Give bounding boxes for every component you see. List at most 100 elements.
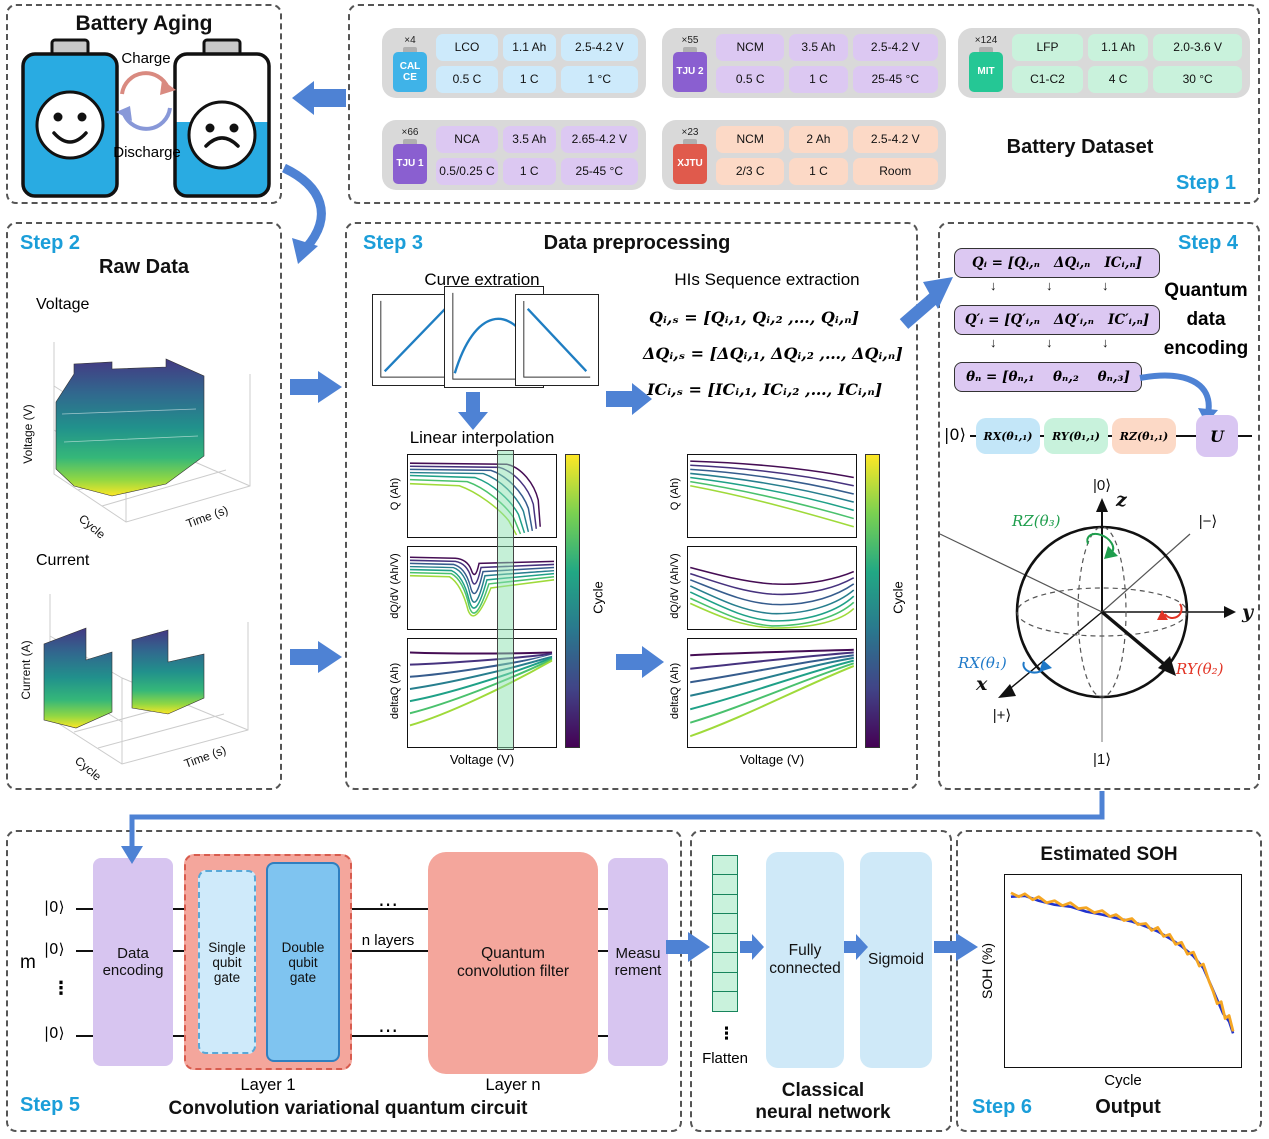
battery-aging-title: Battery Aging [75, 12, 213, 35]
spec-cell: 1 C [789, 157, 848, 185]
spec-cell: 4 C [1087, 65, 1149, 93]
arrow-aging-to-step2 [281, 163, 326, 251]
step4-label: Step 4 [1178, 232, 1239, 254]
f일connected-box: Fully connected [766, 852, 844, 1068]
current-3d-plot: Current (A) Cycle Time (s) [19, 594, 249, 782]
voltage-xlabel-left: Voltage (V) [449, 752, 515, 767]
dqdv-plot-right [687, 546, 857, 630]
flatten-vector [712, 854, 738, 1012]
spec-cell: 25-45 °C [560, 157, 638, 185]
bloch-sphere: |0⟩ |1⟩ |+⟩ |−⟩ z y x RZ(θ₃) RX(θ₁) RY(θ… [940, 477, 1255, 768]
spec-cell: C1-C2 [1012, 65, 1083, 93]
flatten-label: Flatten [702, 1050, 748, 1067]
dataset-card-tju2: ×55 TJU 2 NCM 3.5 Ah 2.5-4.2 V 0.5 C 1 C… [662, 28, 946, 98]
svg-text:Time (s): Time (s) [184, 503, 230, 531]
cycle-colorbar-label-right: Cycle [890, 581, 906, 614]
spec-cell: 25-45 °C [852, 65, 938, 93]
preprocessing-panel: Step 3 Data preprocessing Curve extratio… [345, 222, 918, 790]
step1-label: Step 1 [1175, 172, 1236, 194]
cvqc-panel: m |0⟩ |0⟩ ⋮ |0⟩ Data encoding Single qub… [6, 830, 682, 1132]
spec-cell: 1 °C [560, 65, 638, 93]
spec-cell: 1 C [789, 65, 848, 93]
spec-cell: 1 C [502, 65, 556, 93]
cycle-colorbar-right [865, 454, 880, 748]
soh-plot [1004, 874, 1242, 1068]
down-arrow-icon: ↓ [1046, 335, 1053, 350]
charge-discharge-cycle-icon [116, 71, 176, 131]
spec-cell: NCA [436, 125, 498, 153]
healthy-battery-icon [21, 38, 119, 198]
svg-text:z: z [1115, 489, 1128, 511]
classical-nn-panel: ⋮ Flatten Fully connected Sigmoid Classi… [690, 830, 952, 1132]
flatten-cell [712, 854, 738, 876]
spec-cell: 1 C [502, 157, 556, 185]
cycle-colorbar-label-left: Cycle [590, 581, 606, 614]
voltage-window-highlight [497, 450, 514, 750]
svg-text:Time (s): Time (s) [182, 743, 228, 771]
aged-battery-icon [173, 38, 271, 198]
spec-cell: Room [852, 157, 938, 185]
title-line: Quantum [1164, 280, 1248, 301]
spec-grid: LFP 1.1 Ah 2.0-3.6 V C1-C2 4 C 30 °C [1012, 33, 1242, 93]
horizontal-dots: ⋯ [378, 894, 398, 916]
output-panel: Estimated SOH SOH (%) Cycle Step 6 Outpu… [956, 830, 1262, 1132]
raw-data-title: Raw Data [98, 256, 190, 278]
battery-dataset-panel: ×4 CAL CE LCO 1.1 Ah 2.5-4.2 V 0.5 C 1 C… [348, 4, 1260, 204]
svg-text:Voltage (V): Voltage (V) [21, 404, 35, 463]
spec-cell: LFP [1012, 33, 1083, 61]
battery-icon-column: ×124 MIT [966, 35, 1006, 92]
spec-cell: 2.5-4.2 V [852, 33, 938, 61]
flatten-cell [712, 932, 738, 954]
svg-text:x: x [975, 673, 988, 695]
q-sequence-formula: Qᵢ,ₛ = [Qᵢ,₁, Qᵢ,₂ ,…, Qᵢ,ₙ] [649, 308, 860, 327]
ry-gate: RY(θ₁,₁) [1044, 418, 1108, 454]
preprocessing-title: Data preprocessing [543, 232, 731, 254]
spec-cell: 3.5 Ah [502, 125, 556, 153]
dataset-card-tju1: ×66 TJU 1 NCA 3.5 Ah 2.65-4.2 V 0.5/0.25… [382, 120, 646, 190]
curve-extraction-label: Curve extration [424, 270, 540, 289]
arrow-step2-to-step3-top [290, 371, 342, 403]
svg-text:|+⟩: |+⟩ [993, 707, 1012, 724]
step6-label: Step 6 [972, 1096, 1033, 1118]
flatten-cell [712, 952, 738, 973]
deltaq-plot-right [687, 638, 857, 748]
down-arrow-icon: ↓ [990, 335, 997, 350]
flatten-cell [712, 874, 738, 895]
theta-vector-box: θₙ = [θₙ,₁ θₙ,₂ θₙ,₃] [954, 362, 1142, 392]
spec-cell: 2 Ah [789, 125, 848, 153]
soh-ylabel: SOH (%) [979, 943, 995, 999]
flatten-cell [712, 991, 738, 1012]
spec-cell: 0.5/0.25 C [436, 157, 498, 185]
voltage-xlabel-right: Voltage (V) [739, 752, 805, 767]
down-arrow-icon: ↓ [1102, 278, 1109, 293]
rx-gate: RX(θ₁,₁) [976, 418, 1040, 454]
down-arrow-icon: ↓ [990, 278, 997, 293]
raw-data-panel: Step 2 Raw Data Voltage Voltage (V) Cycl… [6, 222, 282, 790]
cell-count-label: ×4 [404, 34, 416, 46]
svg-text:Cycle: Cycle [72, 754, 104, 782]
spec-grid: NCA 3.5 Ah 2.65-4.2 V 0.5/0.25 C 1 C 25-… [436, 125, 638, 185]
flatten-cell [712, 971, 738, 993]
estimated-soh-title: Estimated SOH [1040, 844, 1178, 865]
title-line: data [1186, 309, 1226, 330]
cvqc-title: Convolution variational quantum circuit [168, 1098, 528, 1119]
layer1-label: Layer 1 [240, 1076, 296, 1094]
battery-aging-panel: Battery Aging Charge Discharge [6, 4, 282, 204]
his-extraction-label: HIs Sequence extraction [674, 270, 860, 289]
classical-nn-title: Classical neural network [755, 1080, 891, 1123]
voltage-label: Voltage [36, 296, 90, 313]
spec-cell: 1.1 Ah [502, 33, 556, 61]
spec-cell: LCO [436, 33, 498, 61]
curve-thumbnail-3 [515, 294, 599, 386]
linear-interpolation-label: Linear interpolation [409, 428, 555, 447]
q-vector-box: Qᵢ = [Qᵢ,ₙ ΔQᵢ,ₙ ICᵢ,ₙ] [954, 248, 1160, 278]
down-arrow-icon: ↓ [1102, 335, 1109, 350]
quantum-encoding-title: Quantum data encoding [1154, 276, 1258, 363]
cell-count-label: ×23 [681, 126, 699, 138]
svg-text:RX(θ₁): RX(θ₁) [957, 654, 1007, 672]
svg-text:RZ(θ₃): RZ(θ₃) [1011, 512, 1061, 530]
step3-label: Step 3 [363, 232, 424, 254]
flatten-cell [712, 893, 738, 915]
ket-zero-label: |0⟩ [44, 940, 65, 958]
dataset-card-xjtu: ×23 XJTU NCM 2 Ah 2.5-4.2 V 2/3 C 1 C Ro… [662, 120, 946, 190]
